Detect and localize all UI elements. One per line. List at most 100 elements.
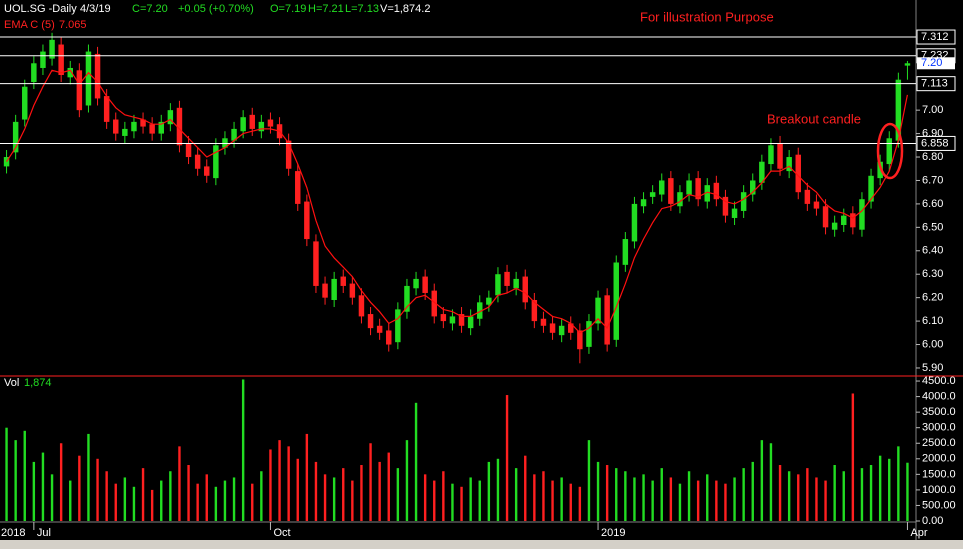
open: O=7.19: [270, 3, 306, 15]
volume-bar: [678, 483, 682, 521]
candle-body: [859, 199, 865, 230]
candle-body: [431, 290, 437, 317]
candle-body: [486, 297, 492, 305]
candle-body: [422, 276, 428, 293]
volume-bar: [278, 440, 281, 521]
candle-body: [786, 157, 792, 172]
volume-bar: [405, 440, 409, 521]
volume-bar: [196, 483, 199, 521]
volume-bar: [687, 471, 691, 521]
x-tick-label: Oct: [273, 527, 290, 539]
candle-body: [531, 300, 538, 322]
candle-body: [722, 196, 729, 216]
volume-bar: [169, 471, 172, 521]
header: UOL.SG -Daily 4/3/19 C=7.20 +0.05 (+0.70…: [4, 3, 430, 389]
volume-bar: [296, 458, 299, 521]
volume-bar: [132, 486, 136, 521]
vol-legend: Vol: [4, 377, 19, 389]
candle-body: [149, 124, 155, 134]
volume-bar: [150, 489, 154, 521]
candle-body: [822, 206, 829, 228]
candle-body: [886, 138, 892, 165]
volume-bar: [496, 458, 500, 521]
candle-body: [750, 180, 756, 195]
symbol: UOL.SG -Daily: [4, 3, 77, 15]
level-box: [916, 29, 956, 45]
candle-body: [568, 323, 574, 333]
y-tick-label: 7.00: [922, 104, 943, 116]
candle-body: [85, 51, 92, 106]
candle-body: [167, 110, 174, 125]
candle-body: [458, 314, 465, 326]
volume-bar: [724, 483, 727, 521]
candle-body: [731, 208, 738, 218]
candle-body: [349, 283, 356, 298]
candle-body: [295, 171, 301, 204]
volume-bar: [733, 477, 736, 521]
candle-body: [331, 278, 337, 300]
candle-body: [604, 295, 610, 345]
candle-body: [12, 121, 19, 153]
volume-bar: [178, 446, 181, 521]
x-tick-label: Apr: [910, 527, 927, 539]
y-tick-label: 6.00: [922, 338, 943, 350]
y-tick-label: 3500.0: [922, 406, 956, 418]
y-tick-label: 6.70: [922, 174, 943, 186]
volume-bar: [69, 480, 72, 521]
volume-bar: [660, 468, 663, 521]
volume-bar: [815, 477, 818, 521]
volume-bar: [696, 480, 700, 521]
candle-body: [131, 121, 137, 132]
candle-body: [804, 189, 811, 204]
volume-bar: [760, 440, 764, 521]
candle-body: [122, 128, 128, 136]
volume-bar: [23, 430, 26, 521]
candle-body: [158, 121, 164, 134]
volume-bar: [59, 443, 63, 521]
vol-legend-value: 1,874: [24, 377, 52, 389]
candle-body: [540, 318, 547, 326]
candle-body: [31, 63, 37, 83]
candle-body: [285, 140, 292, 169]
x-tick-label: 2019: [601, 527, 625, 539]
volume-bar: [897, 446, 900, 521]
highlight-circle: [876, 122, 904, 180]
candle-body: [659, 180, 665, 195]
volume-bar: [32, 461, 36, 521]
candle-body: [477, 302, 483, 319]
volume-bar: [287, 446, 290, 521]
ema-line: [5, 69, 908, 334]
candle-body: [22, 86, 28, 120]
volume-bar: [214, 486, 218, 521]
volume-bar: [369, 443, 372, 521]
volume-bar: [615, 468, 618, 521]
candle-body: [467, 316, 474, 329]
volume-bar: [797, 474, 800, 521]
volume-bar: [478, 480, 481, 521]
volume-bar: [878, 455, 882, 521]
candle-body: [113, 119, 119, 134]
volume-bar: [232, 477, 236, 521]
volume-bar: [469, 477, 472, 521]
level-box: [916, 76, 956, 92]
candle-body: [404, 285, 410, 312]
volume-bar: [442, 471, 445, 521]
y-tick-label: 6.50: [922, 221, 943, 233]
volume-bar: [351, 480, 354, 521]
level-label: 6.858: [921, 137, 949, 149]
y-tick-label: 6.60: [922, 198, 943, 210]
y-tick-label: 500.00: [922, 499, 956, 511]
volume-bar: [578, 486, 582, 521]
ema-legend: EMA C (5): [4, 19, 55, 31]
volume-bar: [524, 455, 527, 521]
volume-bar: [433, 480, 436, 521]
candle-body: [40, 51, 46, 68]
candle-body: [686, 180, 692, 195]
volume-bar: [605, 465, 609, 521]
volume-bar: [251, 483, 254, 521]
volume-bar: [105, 471, 108, 521]
volume-bar: [533, 474, 536, 521]
y-tick-label: 3000.0: [922, 422, 956, 434]
volume-bar: [596, 461, 600, 521]
